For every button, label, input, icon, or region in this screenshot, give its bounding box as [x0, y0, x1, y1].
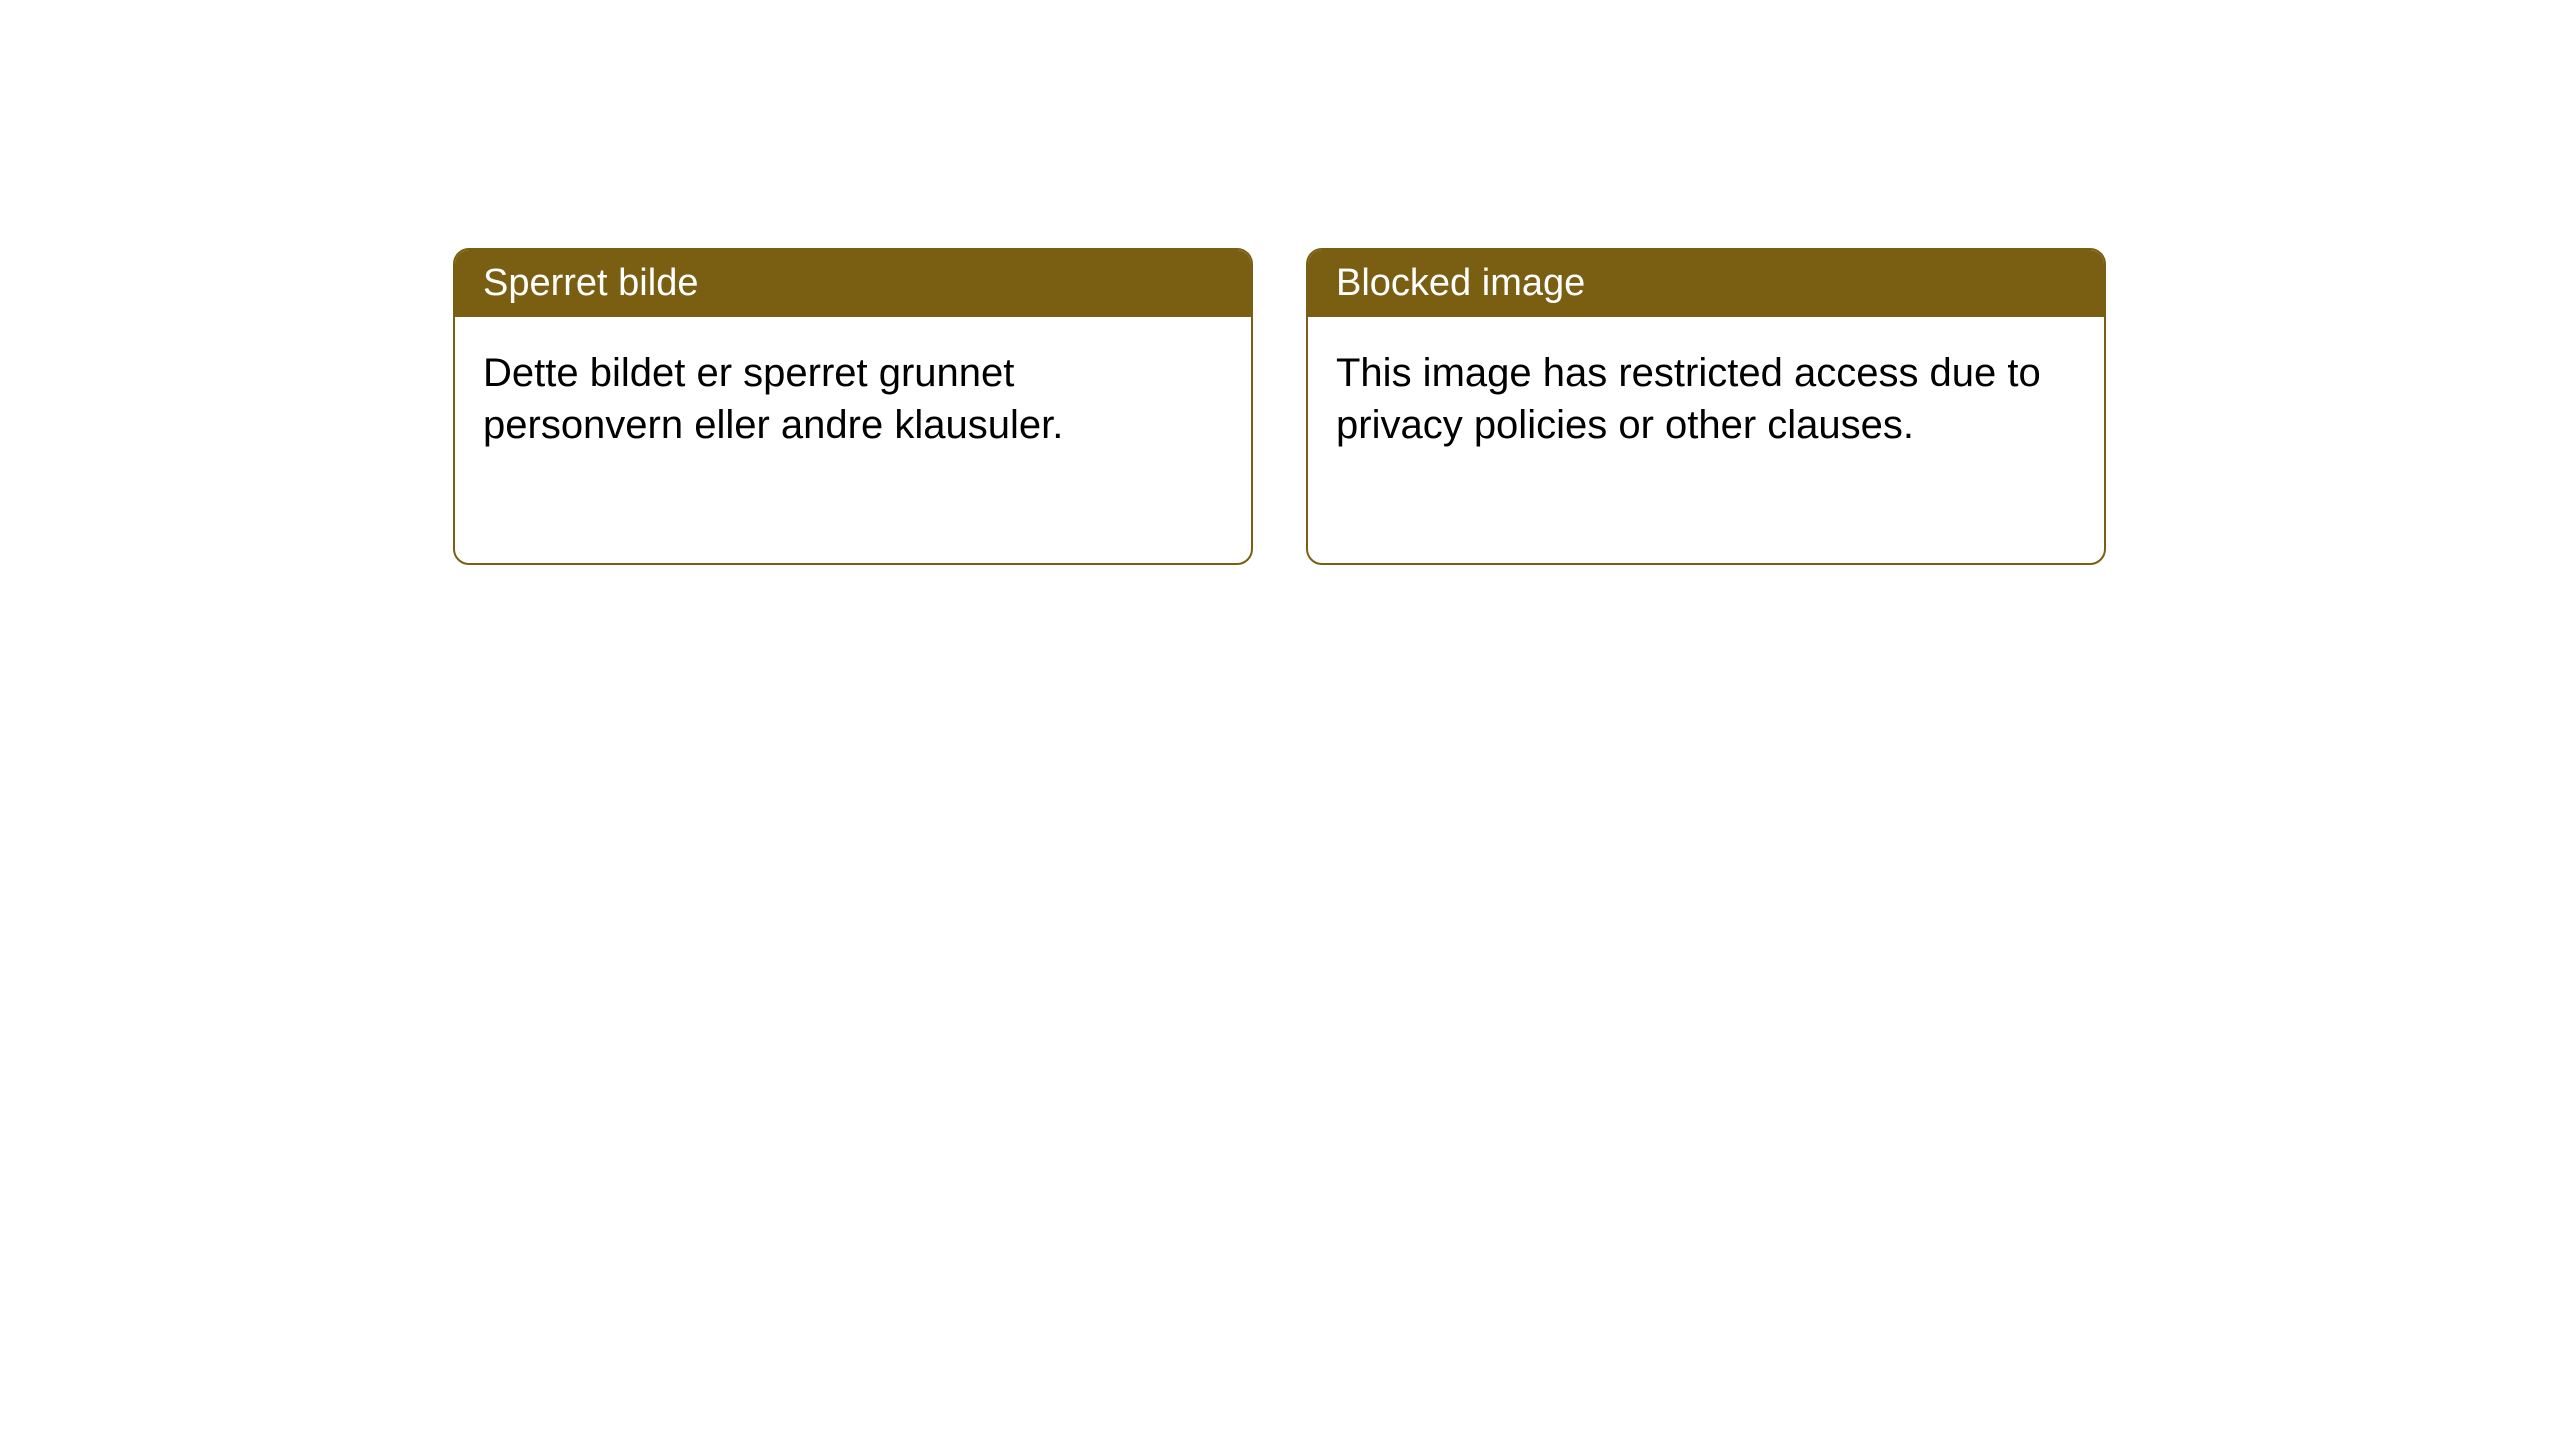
notice-body-text: Dette bildet er sperret grunnet personve…	[483, 351, 1063, 447]
notice-header: Sperret bilde	[455, 250, 1251, 317]
notice-card-norwegian: Sperret bilde Dette bildet er sperret gr…	[453, 248, 1253, 565]
notice-card-english: Blocked image This image has restricted …	[1306, 248, 2106, 565]
notice-title: Blocked image	[1336, 262, 1585, 304]
notice-header: Blocked image	[1308, 250, 2104, 317]
notice-body-text: This image has restricted access due to …	[1336, 351, 2041, 447]
notice-body: Dette bildet er sperret grunnet personve…	[455, 317, 1251, 563]
notice-body: This image has restricted access due to …	[1308, 317, 2104, 563]
notice-container: Sperret bilde Dette bildet er sperret gr…	[0, 0, 2560, 565]
notice-title: Sperret bilde	[483, 262, 698, 304]
